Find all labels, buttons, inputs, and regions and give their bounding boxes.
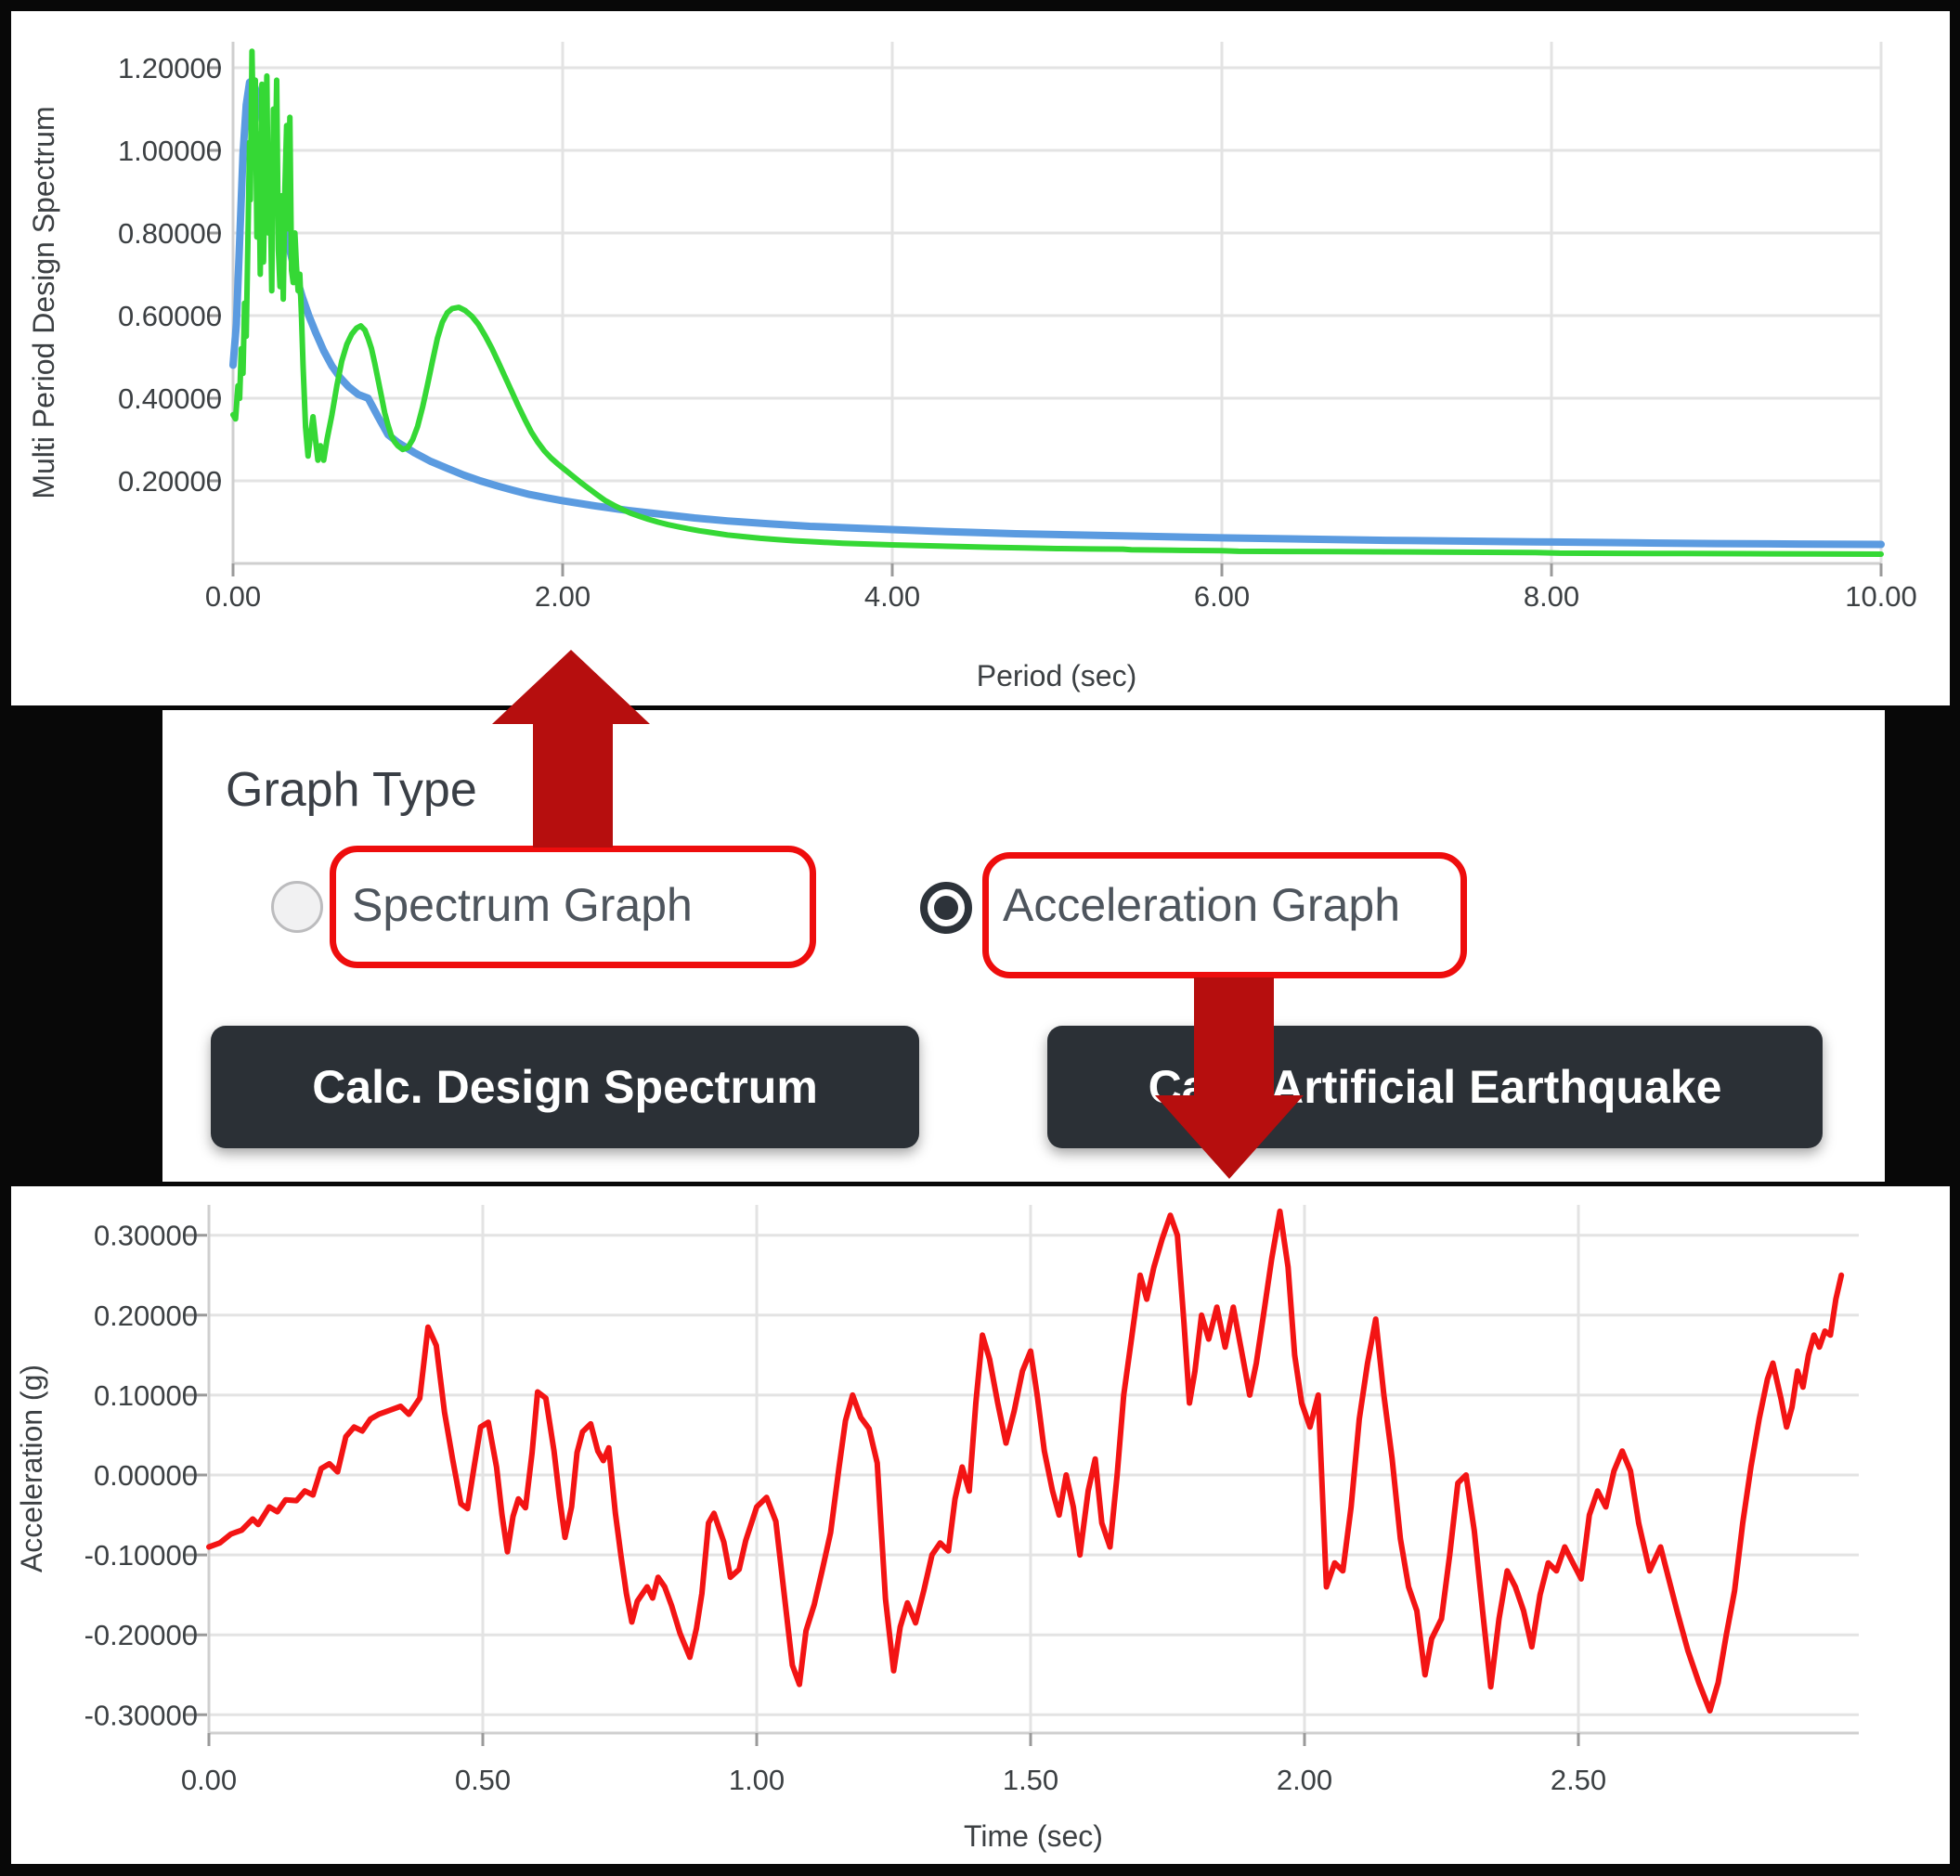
graph-type-radio-group: Spectrum Graph Acceleration Graph xyxy=(162,710,1885,1182)
svg-text:Multi Period Design Spectrum: Multi Period Design Spectrum xyxy=(27,106,60,498)
svg-text:0.50: 0.50 xyxy=(455,1764,511,1796)
svg-text:0.80000: 0.80000 xyxy=(118,217,222,250)
svg-text:2.00: 2.00 xyxy=(535,580,591,613)
svg-text:0.00: 0.00 xyxy=(205,580,261,613)
svg-text:1.50: 1.50 xyxy=(1003,1764,1058,1796)
graph-type-panel: Graph Type Spectrum Graph Acceleration G… xyxy=(162,710,1885,1182)
spectrum-graph-radio[interactable] xyxy=(271,881,323,933)
acceleration-graph-radio[interactable] xyxy=(920,882,972,934)
acceleration-chart: -0.30000 -0.20000 -0.10000 0.00000 0.10000 0.… xyxy=(15,1205,1859,1853)
spectrum-chart: 0.20000 0.40000 0.60000 0.80000 1.00000 1.200… xyxy=(27,42,1917,692)
svg-text:2.50: 2.50 xyxy=(1551,1764,1606,1796)
spectrum-graph-annotation-outline xyxy=(330,846,816,968)
svg-text:2.00: 2.00 xyxy=(1277,1764,1332,1796)
spectrum-chart-panel: 0.20000 0.40000 0.60000 0.80000 1.00000 1.200… xyxy=(11,11,1950,705)
acceleration-chart-panel: -0.30000 -0.20000 -0.10000 0.00000 0.10000 0.… xyxy=(11,1186,1950,1864)
acceleration-graph-annotation-outline xyxy=(982,852,1467,978)
svg-text:Time (sec): Time (sec) xyxy=(964,1819,1103,1853)
svg-text:Acceleration (g): Acceleration (g) xyxy=(15,1365,48,1572)
svg-text:0.00000: 0.00000 xyxy=(94,1459,198,1492)
svg-text:1.00: 1.00 xyxy=(729,1764,785,1796)
graph-type-title: Graph Type xyxy=(226,763,477,817)
svg-text:-0.30000: -0.30000 xyxy=(84,1699,198,1731)
acceleration-graph-radio-label[interactable]: Acceleration Graph xyxy=(1003,879,1401,931)
svg-text:0.00: 0.00 xyxy=(181,1764,237,1796)
svg-text:1.00000: 1.00000 xyxy=(118,135,222,167)
svg-text:0.40000: 0.40000 xyxy=(118,382,222,415)
svg-text:Period (sec): Period (sec) xyxy=(977,659,1137,692)
svg-text:0.30000: 0.30000 xyxy=(94,1220,198,1252)
calc-artificial-earthquake-button[interactable]: Calc. Artificial Earthquake xyxy=(1047,1026,1823,1148)
svg-text:0.10000: 0.10000 xyxy=(94,1379,198,1412)
svg-text:0.20000: 0.20000 xyxy=(94,1300,198,1332)
svg-text:0.60000: 0.60000 xyxy=(118,300,222,332)
svg-text:-0.20000: -0.20000 xyxy=(84,1619,198,1651)
svg-text:1.20000: 1.20000 xyxy=(118,52,222,84)
calc-design-spectrum-button[interactable]: Calc. Design Spectrum xyxy=(211,1026,919,1148)
svg-text:4.00: 4.00 xyxy=(864,580,920,613)
radio-selected-dot-icon xyxy=(934,896,958,920)
svg-text:-0.10000: -0.10000 xyxy=(84,1539,198,1572)
spectrum-graph-radio-label[interactable]: Spectrum Graph xyxy=(352,879,693,931)
svg-text:0.20000: 0.20000 xyxy=(118,465,222,498)
svg-text:8.00: 8.00 xyxy=(1524,580,1579,613)
svg-text:10.00: 10.00 xyxy=(1845,580,1917,613)
svg-text:6.00: 6.00 xyxy=(1194,580,1250,613)
